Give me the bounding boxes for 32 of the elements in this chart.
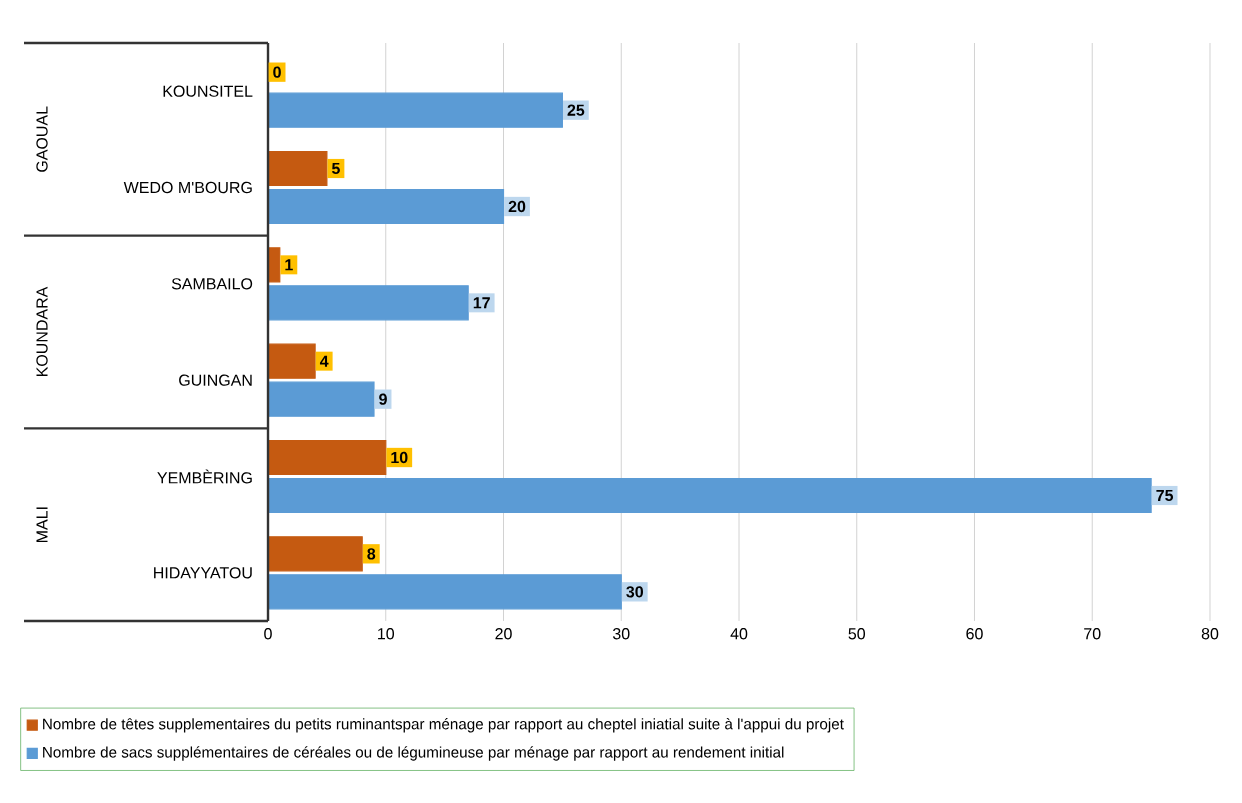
- data-label: 4: [319, 355, 329, 367]
- data-label: 0: [273, 66, 281, 78]
- text: GAOUAL: [36, 106, 48, 172]
- legend-label: Nombre de sacs supplémentaires de céréales ou de légumineuse par ménage par rapport au rendement initial: [43, 746, 784, 761]
- data-label: 9: [379, 393, 387, 405]
- data-label: 8: [367, 548, 376, 560]
- data-label: 5: [331, 162, 340, 175]
- legend-label: Nombre de têtes supplementaires du petits ruminantspar ménage par rapport au cheptel iniatial suite à l'appui du projet: [43, 718, 844, 733]
- x-tick-label: 30: [612, 628, 630, 640]
- data-label: 17: [473, 297, 490, 309]
- x-tick-label: 80: [1201, 628, 1219, 640]
- data-label: 20: [508, 200, 526, 213]
- data-label: 30: [626, 586, 643, 598]
- y-tick-label: WEDO M'BOURG: [123, 181, 252, 194]
- y-tick-label: HIDAYYATOU: [154, 567, 252, 579]
- x-tick-label: 50: [848, 628, 866, 640]
- y-tick-label: GUINGAN: [179, 374, 252, 386]
- data-label: 1: [285, 259, 293, 271]
- x-tick-label: 70: [1084, 628, 1101, 640]
- text: MALI: [36, 507, 48, 543]
- x-tick-label: 0: [264, 628, 272, 640]
- x-tick-label: 20: [495, 628, 512, 640]
- y-tick-label: SAMBAILO: [171, 278, 253, 290]
- x-tick-label: 40: [730, 628, 748, 640]
- y-tick-label: KOUNSITEL: [163, 85, 253, 97]
- x-tick-label: 10: [378, 628, 395, 640]
- data-label: 25: [567, 104, 585, 116]
- x-tick-label: 60: [966, 628, 983, 640]
- data-label: 75: [1156, 489, 1174, 502]
- data-label: 10: [391, 451, 408, 464]
- text: KOUNDARA: [36, 286, 48, 377]
- y-tick-label: YEMBÈRING: [157, 469, 252, 484]
